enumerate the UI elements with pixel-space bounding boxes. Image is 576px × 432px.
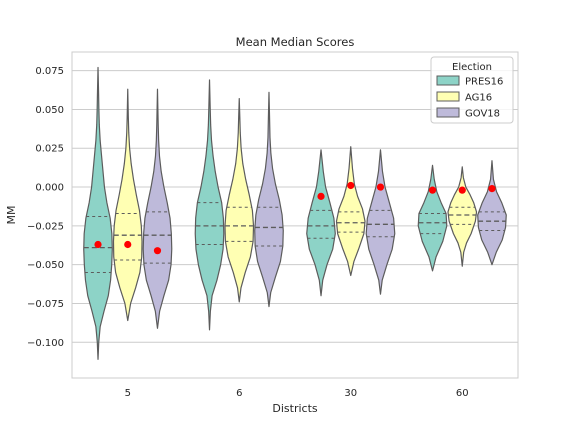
violin-PRES16-6 — [194, 79, 225, 331]
legend-label: PRES16 — [465, 77, 503, 88]
mean-point — [124, 240, 132, 249]
x-tick-label: 30 — [344, 388, 357, 399]
violin-AG16-60 — [447, 166, 478, 267]
mean-point — [428, 186, 437, 194]
violin-AG16-30 — [335, 146, 366, 277]
y-tick-label: −0.075 — [27, 299, 64, 310]
violin-body — [335, 146, 366, 277]
violin-body — [142, 88, 173, 329]
mean-point — [153, 247, 162, 255]
violin-body — [417, 164, 448, 272]
y-axis-label: MM — [5, 206, 18, 225]
mean-point — [317, 192, 325, 200]
x-axis-ticks: 5 6 30 60 — [125, 388, 469, 399]
legend-frame — [430, 56, 514, 124]
violin-GOV18-6 — [254, 91, 284, 308]
legend-swatch — [436, 75, 460, 86]
violin-PRES16-30 — [306, 149, 336, 297]
violin-body — [112, 88, 143, 322]
legend-swatch — [436, 107, 460, 118]
violin-PRES16-60 — [417, 164, 448, 272]
y-tick-label: 0.025 — [35, 144, 64, 155]
y-axis-ticks: −0.100 −0.075 −0.050 −0.025 0.000 0.025 0.050 0… — [27, 66, 64, 349]
plot-area-frame — [71, 51, 519, 379]
legend-swatch — [436, 91, 460, 102]
mean-point — [347, 181, 355, 190]
violin-body — [224, 97, 255, 303]
violin-AG16-5 — [112, 88, 143, 322]
x-tick-label: 60 — [456, 388, 469, 399]
mean-point — [94, 240, 102, 249]
mean-point — [488, 185, 496, 193]
y-tick-label: −0.100 — [27, 338, 64, 349]
y-tick-label: 0.050 — [35, 105, 64, 116]
violin-GOV18-60 — [477, 160, 507, 266]
violin-GOV18-5 — [142, 88, 173, 329]
violin-body — [477, 160, 507, 266]
violin-body — [447, 166, 478, 267]
x-tick-label: 6 — [236, 388, 242, 399]
legend-label: GOV18 — [465, 109, 500, 120]
y-tick-label: −0.025 — [27, 221, 64, 232]
x-tick-label: 5 — [125, 388, 131, 399]
mean-point — [458, 186, 466, 194]
violin-PRES16-5 — [83, 66, 113, 360]
legend: Election PRES16 AG16 GOV18 — [430, 56, 514, 124]
x-axis-label: Districts — [272, 402, 318, 415]
violin-AG16-6 — [224, 97, 255, 303]
violin-body — [306, 149, 336, 297]
legend-title: Election — [452, 62, 492, 73]
violin-body — [254, 91, 284, 308]
legend-entries: PRES16 AG16 GOV18 — [436, 75, 503, 120]
violin-body — [365, 149, 396, 295]
chart-title: Mean Median Scores — [236, 35, 355, 49]
violin-body — [83, 66, 113, 360]
violin-GOV18-30 — [365, 149, 396, 295]
legend-label: AG16 — [465, 93, 492, 104]
y-tick-label: −0.050 — [27, 260, 64, 271]
violin-body — [194, 79, 225, 331]
y-tick-label: 0.075 — [35, 66, 64, 77]
mean-point — [376, 183, 385, 191]
y-tick-label: 0.000 — [35, 183, 64, 194]
violins — [83, 66, 507, 360]
